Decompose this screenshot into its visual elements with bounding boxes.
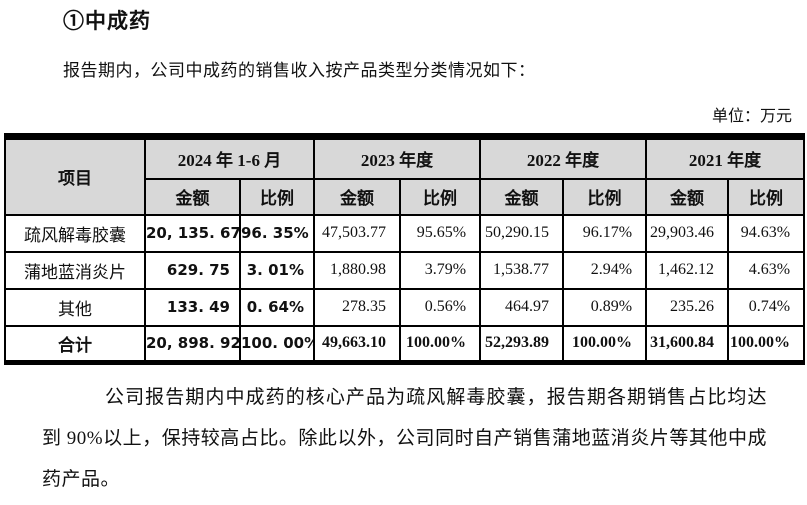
table-cell: 96.17% [562, 213, 648, 253]
table-cell: 3.79% [399, 250, 482, 290]
table-row-total: 合计 20, 898. 92 100. 00% 49,663.10 100.00… [4, 324, 806, 364]
column-header-period-2023: 2023 年度 [313, 135, 482, 180]
table-cell: 0.89% [562, 287, 648, 327]
table-cell: 94.63% [727, 213, 806, 253]
table-cell: 3. 01% [238, 250, 316, 290]
subheader-ratio: 比例 [238, 177, 316, 216]
table-cell: 50,290.15 [479, 213, 565, 253]
table-cell: 31,600.84 [645, 324, 730, 364]
table-cell: 49,663.10 [313, 324, 402, 364]
table-cell: 278.35 [313, 287, 402, 327]
table-row-other: 其他 133. 49 0. 64% 278.35 0.56% 464.97 0.… [4, 287, 806, 327]
table-cell: 95.65% [399, 213, 482, 253]
column-header-period-2024: 2024 年 1-6 月 [143, 135, 316, 180]
table-header-row-measures: 金额 比例 金额 比例 金额 比例 金额 比例 [5, 177, 806, 216]
subheader-ratio: 比例 [399, 177, 482, 216]
table-cell: 20, 898. 92 [144, 324, 241, 364]
subheader-amount: 金额 [144, 177, 241, 216]
table-cell: 1,538.77 [479, 250, 565, 290]
analysis-paragraph: 公司报告期内中成药的核心产品为疏风解毒胶囊，报告期各期销售占比均达到 90%以上… [42, 387, 767, 490]
table-header-row-periods: 项目 2024 年 1-6 月 2023 年度 2022 年度 2021 年度 [4, 135, 806, 216]
table-cell: 133. 49 [144, 287, 241, 327]
column-header-period-2021: 2021 年度 [645, 135, 806, 180]
subheader-ratio: 比例 [727, 177, 806, 216]
table-cell: 47,503.77 [313, 213, 402, 253]
table-cell: 100.00% [562, 324, 648, 364]
table-cell: 235.26 [645, 287, 730, 327]
unit-label: 单位：万元 [711, 108, 792, 125]
row-label: 疏风解毒胶囊 [4, 213, 146, 253]
table-cell: 100.00% [399, 324, 482, 364]
table-row-shufeng: 疏风解毒胶囊 20, 135. 67 96. 35% 47,503.77 95.… [4, 213, 806, 253]
row-label: 蒲地蓝消炎片 [4, 250, 146, 290]
table-cell: 1,462.12 [645, 250, 730, 290]
table-cell: 0.56% [399, 287, 482, 327]
subheader-amount: 金额 [479, 177, 565, 216]
table-cell: 20, 135. 67 [144, 213, 241, 253]
column-header-period-2022: 2022 年度 [479, 135, 648, 180]
revenue-by-product-table: 项目 2024 年 1-6 月 2023 年度 2022 年度 2021 年度 … [4, 133, 806, 365]
subheader-ratio: 比例 [562, 177, 648, 216]
section-title: ①中成药 [63, 9, 151, 33]
table-cell: 2.94% [562, 250, 648, 290]
subheader-amount: 金额 [645, 177, 730, 216]
table-cell: 0. 64% [238, 287, 316, 327]
table-cell: 464.97 [479, 287, 565, 327]
intro-paragraph: 报告期内，公司中成药的销售收入按产品类型分类情况如下： [63, 61, 536, 80]
table-cell: 52,293.89 [479, 324, 565, 364]
subheader-amount: 金额 [313, 177, 402, 216]
table-cell: 1,880.98 [313, 250, 402, 290]
table-cell: 100. 00% [238, 324, 316, 364]
table-cell: 4.63% [727, 250, 806, 290]
table-row-pudilan: 蒲地蓝消炎片 629. 75 3. 01% 1,880.98 3.79% 1,5… [4, 250, 806, 290]
row-label: 合计 [4, 324, 146, 364]
column-header-item: 项目 [4, 135, 146, 216]
table-cell: 100.00% [727, 324, 806, 364]
table-cell: 0.74% [727, 287, 806, 327]
table-cell: 96. 35% [238, 213, 316, 253]
row-label: 其他 [4, 287, 146, 327]
table-cell: 29,903.46 [645, 213, 730, 253]
table-cell: 629. 75 [144, 250, 241, 290]
